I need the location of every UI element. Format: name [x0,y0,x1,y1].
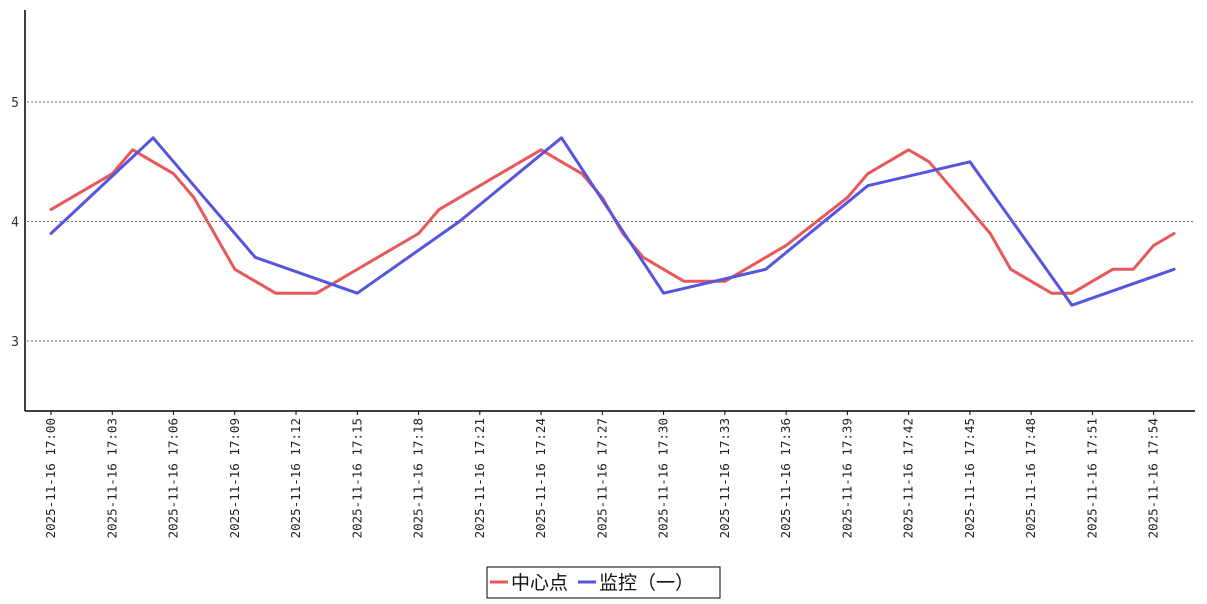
x-tick-label: 2025-11-16 17:39 [839,418,854,538]
x-tick-label: 2025-11-16 17:48 [1023,418,1038,538]
x-tick-label: 2025-11-16 17:03 [104,418,119,538]
x-tick-labels: 2025-11-16 17:00 2025-11-16 17:03 2025-11-… [43,418,1161,538]
x-tick-label: 2025-11-16 17:00 [43,418,58,538]
x-tick-label: 2025-11-16 17:54 [1146,418,1161,538]
x-tick-label: 2025-11-16 17:27 [594,418,609,538]
x-tick-label: 2025-11-16 17:33 [717,418,732,538]
x-tick-label: 2025-11-16 17:30 [656,418,671,538]
axes [24,10,1195,415]
x-tick-label: 2025-11-16 17:18 [411,418,426,538]
series-line-2 [49,136,1176,307]
legend-box [486,566,721,599]
x-tick-label: 2025-11-16 17:42 [901,418,916,538]
x-tick-label: 2025-11-16 17:21 [472,418,487,538]
grid-lines [27,101,1195,342]
x-tick-label: 2025-11-16 17:45 [962,418,977,538]
legend-label-1[interactable]: 中心点 [511,572,568,594]
legend[interactable]: 中心点 监控（一） [486,566,721,599]
x-tick-label: 2025-11-16 17:15 [349,418,364,538]
x-tick-label: 2025-11-16 17:36 [778,418,793,538]
legend-label-2[interactable]: 监控（一） [599,572,694,594]
y-tick-label: 3 [11,335,19,350]
x-tick-label: 2025-11-16 17:24 [533,418,548,538]
x-tick-label: 2025-11-16 17:12 [288,418,303,538]
x-tick-label: 2025-11-16 17:51 [1084,418,1099,538]
y-tick-labels: 3 4 5 [11,96,19,350]
series-lines [49,136,1176,307]
x-tick-label: 2025-11-16 17:06 [166,418,181,538]
y-tick-label: 5 [11,96,19,111]
x-tick-label: 2025-11-16 17:09 [227,418,242,538]
y-tick-label: 4 [11,216,19,231]
